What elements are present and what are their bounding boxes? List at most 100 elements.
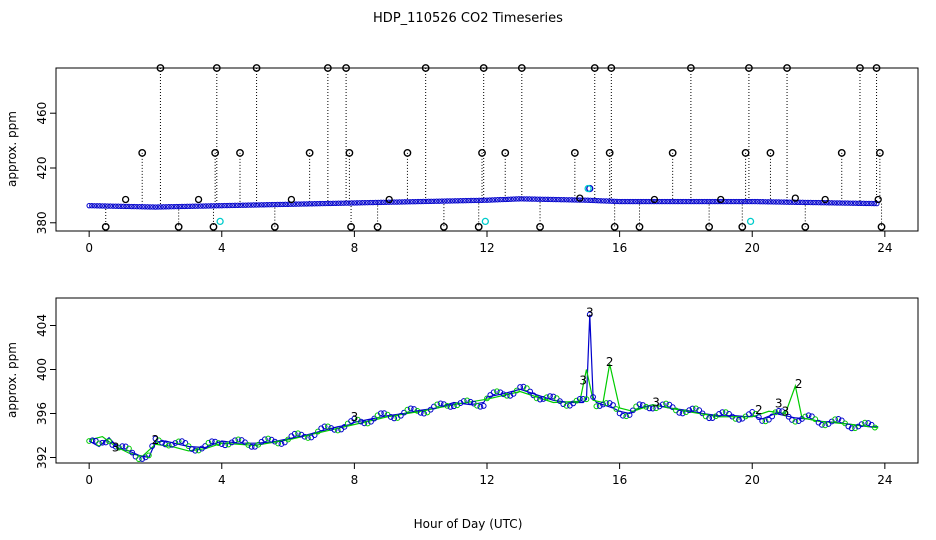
top-data-point-197: [608, 198, 615, 204]
top-data-point-63: [253, 202, 259, 208]
top-data-point-265: [789, 199, 795, 205]
top-data-point-156: [500, 196, 506, 203]
top-data-point-243: [730, 198, 737, 205]
bottom-data-point-150: [583, 396, 590, 403]
top-data-point-67: [264, 202, 270, 208]
bottom-data-point-1: [89, 437, 96, 444]
bottom-data-point-135: [533, 395, 540, 402]
top-data-point-218: [664, 198, 671, 205]
bottom-data-point-126: [503, 392, 510, 399]
bottom-data-point-38: [212, 438, 219, 445]
bottom-panel-plot-box: [55, 297, 919, 464]
bottom-data-point-37: [208, 438, 215, 445]
top-panel: approx. ppm 0 4 8 12 16 20 24 380 420 460: [5, 64, 919, 255]
top-data-point-120: [404, 199, 411, 205]
top-data-point-15: [126, 203, 132, 210]
bottom-data-point-41: [222, 442, 228, 449]
top-data-point-233: [704, 198, 710, 205]
bottom-data-point-58: [278, 441, 285, 447]
top-data-point-30: [166, 204, 172, 210]
top-data-point-279: [826, 200, 832, 206]
bottom-series-line-green: [89, 363, 879, 458]
top-data-point-145: [471, 197, 477, 204]
top-data-point-133: [439, 198, 445, 204]
bottom-data-point-82: [358, 418, 364, 425]
bottom-series-line-blue: [88, 314, 879, 459]
top-near-point-3: [385, 195, 393, 204]
bottom-data-point-211: [785, 413, 792, 420]
top-data-point-42: [197, 203, 204, 209]
top-data-point-125: [417, 198, 424, 205]
top-data-point-193: [598, 198, 604, 204]
bottom-y-tick-label-0: 392: [35, 446, 49, 469]
top-data-point-146: [473, 197, 480, 204]
top-data-point-51: [221, 202, 228, 209]
bottom-data-point-108: [444, 402, 451, 409]
bottom-annotation-6: 2: [755, 403, 763, 417]
top-near-point-7: [717, 195, 725, 204]
bottom-data-point-35: [202, 443, 209, 449]
top-data-point-129: [428, 198, 435, 205]
bottom-data-point-89: [381, 410, 388, 417]
bottom-data-point-20: [152, 435, 159, 442]
top-x-tick-label-2: 8: [351, 241, 359, 255]
top-data-point-46: [208, 203, 214, 209]
bottom-data-point-140: [550, 393, 557, 400]
bottom-y-tick-label-2: 400: [35, 358, 49, 381]
top-data-point-152: [489, 197, 496, 203]
bottom-data-point-3: [96, 440, 102, 447]
bottom-data-point-94: [397, 412, 404, 419]
top-data-point-38: [187, 203, 193, 210]
bottom-annotation-0: 3: [586, 305, 594, 319]
top-data-point-6: [102, 203, 108, 209]
top-x-tick-label-1: 4: [218, 241, 226, 255]
top-data-point-175: [550, 196, 557, 203]
top-upper-outlier-13: [856, 64, 864, 72]
top-data-point-261: [778, 199, 785, 205]
bottom-data-point-213: [792, 418, 799, 425]
top-data-point-68: [266, 201, 273, 208]
top-data-point-48: [213, 203, 220, 209]
top-data-point-217: [662, 198, 668, 205]
top-data-point-251: [752, 198, 758, 205]
bottom-data-point-57: [275, 440, 282, 447]
bottom-x-tick-label-3: 12: [479, 473, 494, 487]
top-data-point-180: [563, 197, 570, 203]
top-data-point-250: [749, 198, 755, 205]
bottom-data-point-158: [610, 402, 616, 408]
top-data-point-52: [224, 202, 230, 209]
bottom-annotation-2: 3: [579, 374, 587, 388]
top-data-point-110: [378, 199, 384, 206]
top-mid-outlier-8: [570, 149, 579, 157]
top-data-point-108: [372, 199, 379, 206]
bottom-data-point-19: [149, 443, 156, 449]
bottom-data-point-185: [699, 410, 706, 417]
bottom-data-point-228: [842, 420, 848, 427]
top-data-point-282: [834, 200, 840, 206]
bottom-data-point-22: [159, 439, 165, 446]
top-data-point-32: [171, 203, 177, 210]
top-upper-outlier-7: [517, 64, 526, 72]
bottom-data-point-120: [484, 395, 490, 402]
top-data-point-140: [457, 198, 464, 204]
top-data-point-27: [158, 204, 164, 210]
bottom-data-point-100: [417, 409, 424, 416]
top-data-point-234: [707, 198, 713, 205]
bottom-data-point-54: [265, 435, 272, 442]
top-data-point-26: [155, 204, 161, 210]
top-data-point-136: [447, 198, 453, 204]
top-near-point-10: [874, 195, 882, 204]
top-data-point-10: [112, 203, 119, 209]
bottom-data-point-101: [421, 410, 427, 417]
bottom-data-point-179: [679, 410, 686, 417]
top-data-point-100: [351, 200, 358, 206]
top-data-point-150: [484, 197, 490, 203]
top-data-point-216: [659, 198, 665, 205]
top-data-point-189: [587, 197, 594, 204]
top-data-point-230: [696, 198, 702, 205]
top-data-point-203: [624, 198, 631, 205]
bottom-data-point-125: [500, 391, 507, 398]
top-data-point-130: [431, 198, 437, 204]
bottom-y-tick-label-3: 404: [35, 314, 49, 337]
top-data-point-5: [99, 203, 106, 209]
